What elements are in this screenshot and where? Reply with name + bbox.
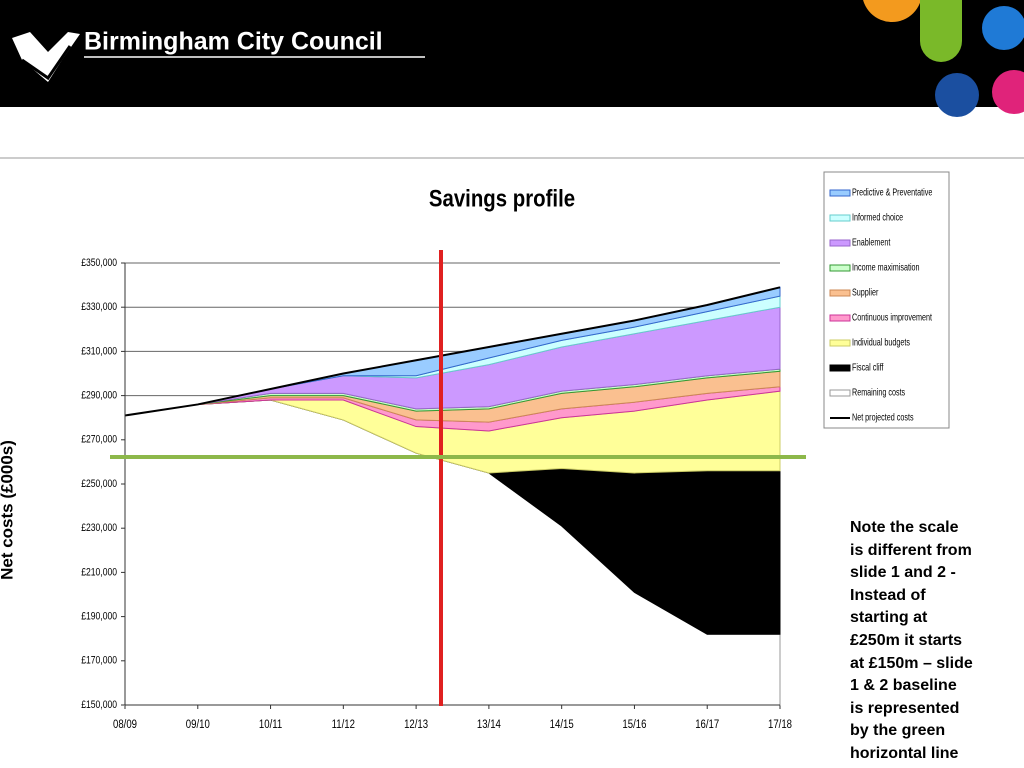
x-tick-label: 12/13 xyxy=(404,718,428,731)
header-title: Birmingham City Council xyxy=(84,28,383,56)
note-line: starting at xyxy=(850,609,928,627)
x-tick-label: 10/11 xyxy=(259,718,282,731)
legend-label: Continuous improvement xyxy=(852,311,932,322)
note-line: 1 & 2 baseline xyxy=(850,677,957,695)
note-line: Note the scale xyxy=(850,519,959,536)
legend-swatch xyxy=(829,364,851,372)
y-tick-label: £350,000 xyxy=(81,257,117,269)
note-line: by the green xyxy=(850,722,946,740)
y-tick-label: £310,000 xyxy=(81,345,117,357)
y-tick-label: £150,000 xyxy=(81,699,117,711)
y-axis-label: Net costs (£000s) xyxy=(0,440,16,580)
y-tick-label: £210,000 xyxy=(81,566,117,578)
legend: Predictive & Preventative Informed choice… xyxy=(829,186,932,423)
legend-swatch xyxy=(829,289,851,297)
legend-label: Predictive & Preventative xyxy=(852,186,932,197)
y-tick-label: £250,000 xyxy=(81,478,117,490)
legend-label: Remaining costs xyxy=(852,386,906,397)
deco-circle xyxy=(982,6,1024,50)
x-tick-label: 11/12 xyxy=(332,718,355,731)
x-tick-label: 13/14 xyxy=(477,718,501,731)
legend-swatch xyxy=(829,239,851,247)
note-line: horizontal line xyxy=(850,744,959,762)
legend-swatch xyxy=(829,389,851,397)
net-line xyxy=(124,286,781,417)
y-tick-label: £330,000 xyxy=(81,301,117,313)
legend-label: Informed choice xyxy=(852,211,903,222)
deco-circle xyxy=(992,70,1024,114)
legend-label: Supplier xyxy=(852,286,878,297)
legend-label: Individual budgets xyxy=(852,336,911,347)
x-tick-label: 09/10 xyxy=(186,718,210,731)
chart-title: Savings profile xyxy=(429,185,575,212)
legend-label: Enablement xyxy=(852,236,891,247)
note-line: is represented xyxy=(850,699,960,717)
legend-swatch xyxy=(829,339,851,347)
legend-label: Net projected costs xyxy=(852,411,914,422)
y-tick-label: £190,000 xyxy=(81,611,117,623)
legend-swatch xyxy=(829,264,851,272)
x-tick-label: 08/09 xyxy=(113,718,137,731)
y-tick-label: £170,000 xyxy=(81,655,117,667)
header-band xyxy=(0,0,1024,107)
x-tick-label: 16/17 xyxy=(695,718,719,731)
legend-label: Income maximisation xyxy=(852,261,920,272)
note-line: at £150m – slide xyxy=(850,654,973,672)
note-line: is different from xyxy=(850,541,972,559)
note: Note the scale is different from slide 1 a… xyxy=(850,517,1020,766)
note-line: slide 1 and 2 - xyxy=(850,564,956,582)
deco-circle xyxy=(935,73,979,117)
y-tick-label: £230,000 xyxy=(81,522,117,534)
x-tick-label: 17/18 xyxy=(768,718,792,731)
y-tick-label: £290,000 xyxy=(81,390,117,402)
x-tick-label: 14/15 xyxy=(550,718,574,731)
note-line: £250m it starts xyxy=(850,631,963,649)
logo-detail xyxy=(21,45,72,81)
logo xyxy=(12,32,80,82)
legend-swatch xyxy=(829,314,851,322)
deco-circle xyxy=(863,0,921,22)
note-line: Instead of xyxy=(850,586,926,604)
deco-bar xyxy=(920,0,962,62)
y-tick-label: £270,000 xyxy=(81,434,117,446)
legend-label: Fiscal cliff xyxy=(852,361,884,372)
x-tick-label: 15/16 xyxy=(622,718,646,731)
legend-swatch xyxy=(829,214,851,222)
plot: £150,000 £170,000 £190,000 £210,000 £230,000… xyxy=(81,257,792,731)
legend-swatch xyxy=(829,189,851,197)
